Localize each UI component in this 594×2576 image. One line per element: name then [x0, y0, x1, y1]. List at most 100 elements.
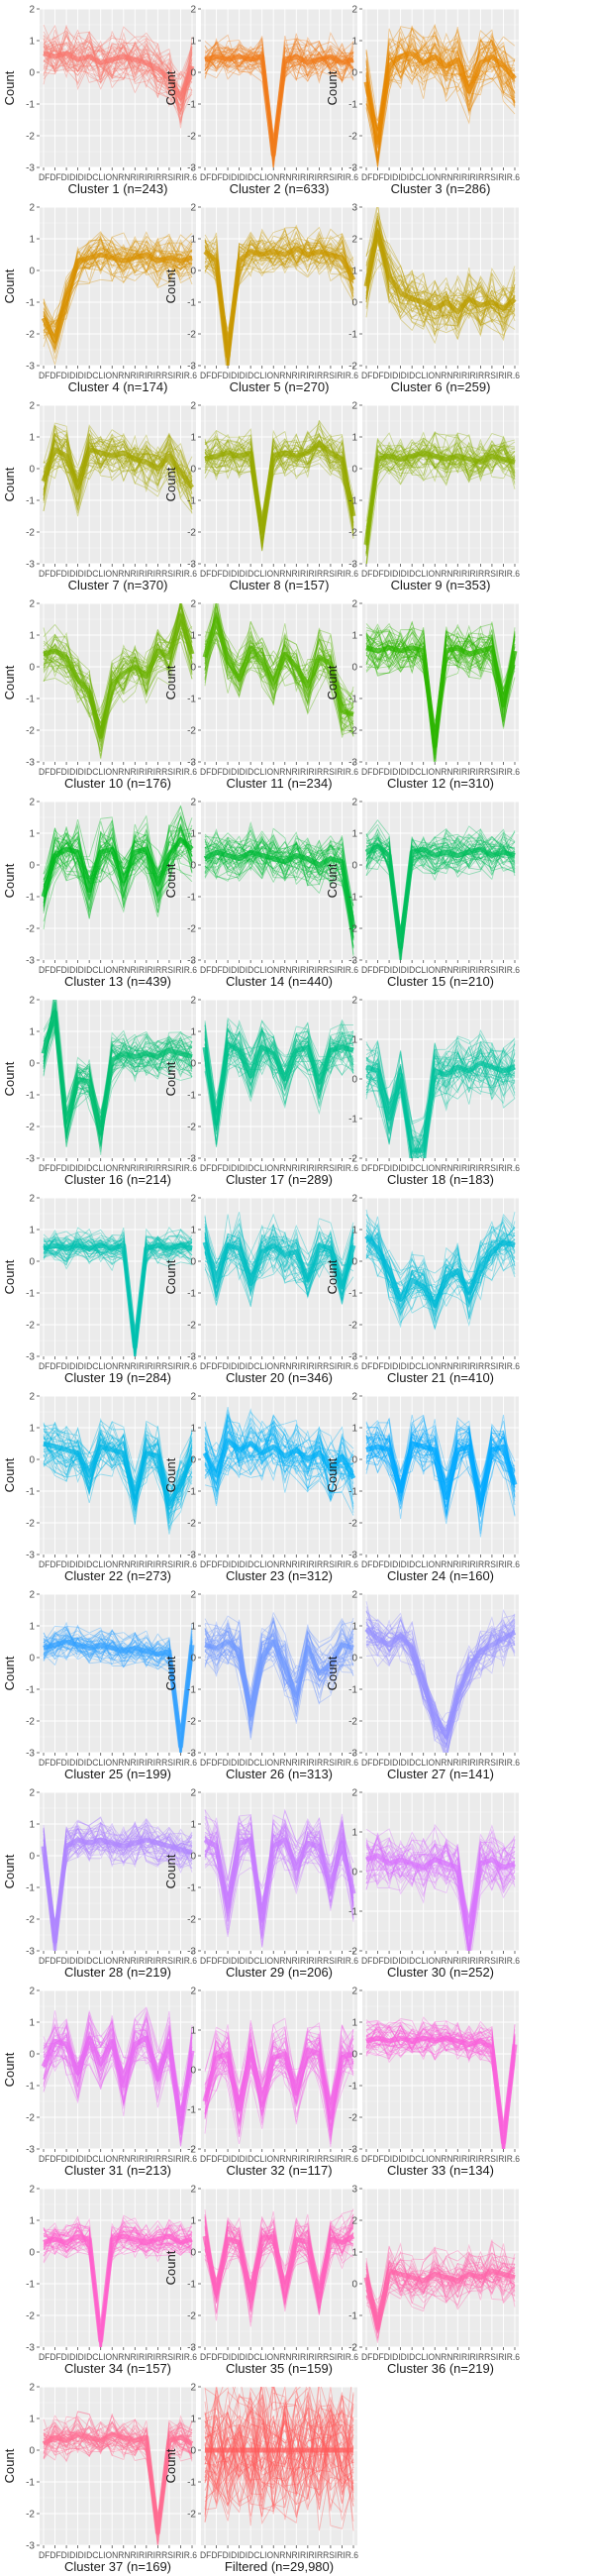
y-tick-label: -3 — [26, 1947, 35, 1958]
series-line — [43, 34, 193, 115]
series-line — [43, 2018, 193, 2103]
series-line — [43, 434, 193, 503]
series-lines — [203, 1808, 356, 1948]
series-line — [365, 2020, 516, 2143]
series-line — [365, 2263, 516, 2319]
series-lines — [365, 1823, 516, 1951]
y-tick-label: 1 — [29, 1027, 35, 1038]
series-core-line — [363, 230, 517, 315]
facet-panel-7: -3 -2 -1 0 1 2 DFDFDIDIDIDCLIONRNRIRIRIRRSIRIR… — [2, 401, 197, 593]
series-line — [204, 1816, 354, 1927]
series-line — [365, 2021, 516, 2143]
y-tick-label: 0 — [190, 1852, 196, 1863]
x-tick-labels: DFDFDIDIDIDCLIONRNRIRIRIRRSIRIR.6 — [200, 172, 358, 182]
series-line — [365, 1847, 516, 1951]
series-line — [365, 2262, 516, 2317]
series-line — [43, 1012, 193, 1147]
y-tick-label: 0 — [29, 267, 35, 277]
y-tick-label: 0 — [29, 2248, 35, 2259]
panel-caption: Cluster 18 (n=183) — [387, 1172, 494, 1187]
series-core-line — [41, 2035, 195, 2126]
series-line — [204, 2410, 354, 2490]
series-line — [204, 1632, 354, 1730]
series-line — [365, 1040, 516, 1158]
y-tick-label: 1 — [29, 37, 35, 48]
series-line — [204, 1622, 354, 1712]
series-line — [204, 1019, 354, 1148]
series-line — [365, 444, 516, 564]
series-line — [365, 233, 516, 326]
series-line — [204, 1630, 354, 1703]
y-tick-label: 2 — [351, 235, 357, 246]
series-line — [43, 1641, 193, 1739]
series-line — [43, 50, 193, 91]
y-tick-label: 1 — [190, 1622, 196, 1633]
series-core-line — [203, 849, 356, 929]
x-tick-labels: DFDFDIDIDIDCLIONRNRIRIRIRRSIRIR.6 — [39, 371, 197, 380]
series-lines — [41, 1000, 193, 1155]
series-line — [43, 1015, 193, 1132]
y-tick-label: 2 — [29, 401, 35, 412]
y-tick-label: 2 — [29, 1986, 35, 1997]
y-tick-label: -3 — [26, 758, 35, 769]
series-line — [204, 2401, 354, 2509]
facet-panel-5: -3 -2 -1 0 1 2 DFDFDIDIDIDCLIONRNRIRIRIRRSIRIR… — [163, 203, 358, 395]
y-tick-label: -2 — [187, 528, 196, 539]
series-core-line — [41, 836, 194, 898]
series-line — [204, 420, 354, 531]
panel-caption: Cluster 23 (n=312) — [226, 1568, 333, 1583]
series-core-line — [204, 54, 354, 158]
y-tick-label: 1 — [351, 433, 357, 444]
series-line — [365, 438, 516, 539]
y-tick-label: 0 — [190, 2248, 196, 2259]
series-line — [43, 612, 193, 720]
series-line — [204, 2387, 354, 2522]
y-tick-label: 2 — [190, 1986, 196, 1997]
series-line — [43, 2218, 193, 2335]
series-line — [43, 830, 193, 908]
series-line — [204, 636, 354, 715]
series-core-line — [41, 1010, 193, 1135]
x-tick-labels: DFDFDIDIDIDCLIONRNRIRIRIRRSIRIR.6 — [200, 2550, 358, 2560]
y-tick-label: -2 — [26, 2113, 35, 2124]
series-line — [365, 1041, 516, 1158]
series-line — [365, 238, 516, 326]
x-tick-labels: DFDFDIDIDIDCLIONRNRIRIRIRRSIRIR.6 — [361, 569, 520, 579]
series-line — [365, 2026, 516, 2142]
series-line — [204, 838, 354, 918]
y-tick-label: 1 — [190, 2216, 196, 2227]
series-line — [43, 2226, 193, 2347]
series-line — [204, 2387, 354, 2513]
series-line — [204, 1218, 354, 1285]
series-core-line — [365, 645, 518, 749]
panel-caption: Cluster 9 (n=353) — [391, 578, 491, 592]
series-line — [365, 2028, 516, 2145]
series-core-line — [202, 1041, 354, 1127]
y-tick-label: -1 — [26, 298, 35, 309]
series-line — [365, 212, 516, 328]
series-line — [365, 1619, 516, 1753]
x-tick-labels: DFDFDIDIDIDCLIONRNRIRIRIRRSIRIR.6 — [39, 767, 197, 777]
panel-caption: Cluster 32 (n=117) — [226, 2163, 332, 2178]
panel-caption: Cluster 37 (n=169) — [64, 2559, 171, 2574]
series-line — [365, 439, 516, 546]
y-tick-label: 0 — [190, 1654, 196, 1664]
series-line — [204, 1630, 354, 1718]
series-lines — [202, 1212, 356, 1308]
series-line — [204, 2387, 354, 2506]
y-tick-label: 0 — [351, 663, 357, 674]
series-line — [204, 430, 354, 551]
y-tick-label: -3 — [348, 2145, 357, 2156]
series-line — [365, 220, 516, 334]
y-tick-label: 0 — [351, 298, 357, 309]
series-line — [43, 832, 193, 912]
x-tick-labels: DFDFDIDIDIDCLIONRNRIRIRIRRSIRIR.6 — [361, 1956, 520, 1966]
series-line — [365, 1046, 516, 1158]
y-tick-label: -2 — [26, 924, 35, 935]
facet-panel-15: -3 -2 -1 0 1 2 DFDFDIDIDIDCLIONRNRIRIRIRRSIRIR… — [325, 798, 520, 990]
x-tick-labels: DFDFDIDIDIDCLIONRNRIRIRIRRSIRIR.6 — [39, 569, 197, 579]
series-lines — [41, 805, 194, 930]
panel-caption: Cluster 17 (n=289) — [226, 1172, 333, 1187]
series-line — [365, 2251, 516, 2343]
series-line — [43, 805, 193, 922]
